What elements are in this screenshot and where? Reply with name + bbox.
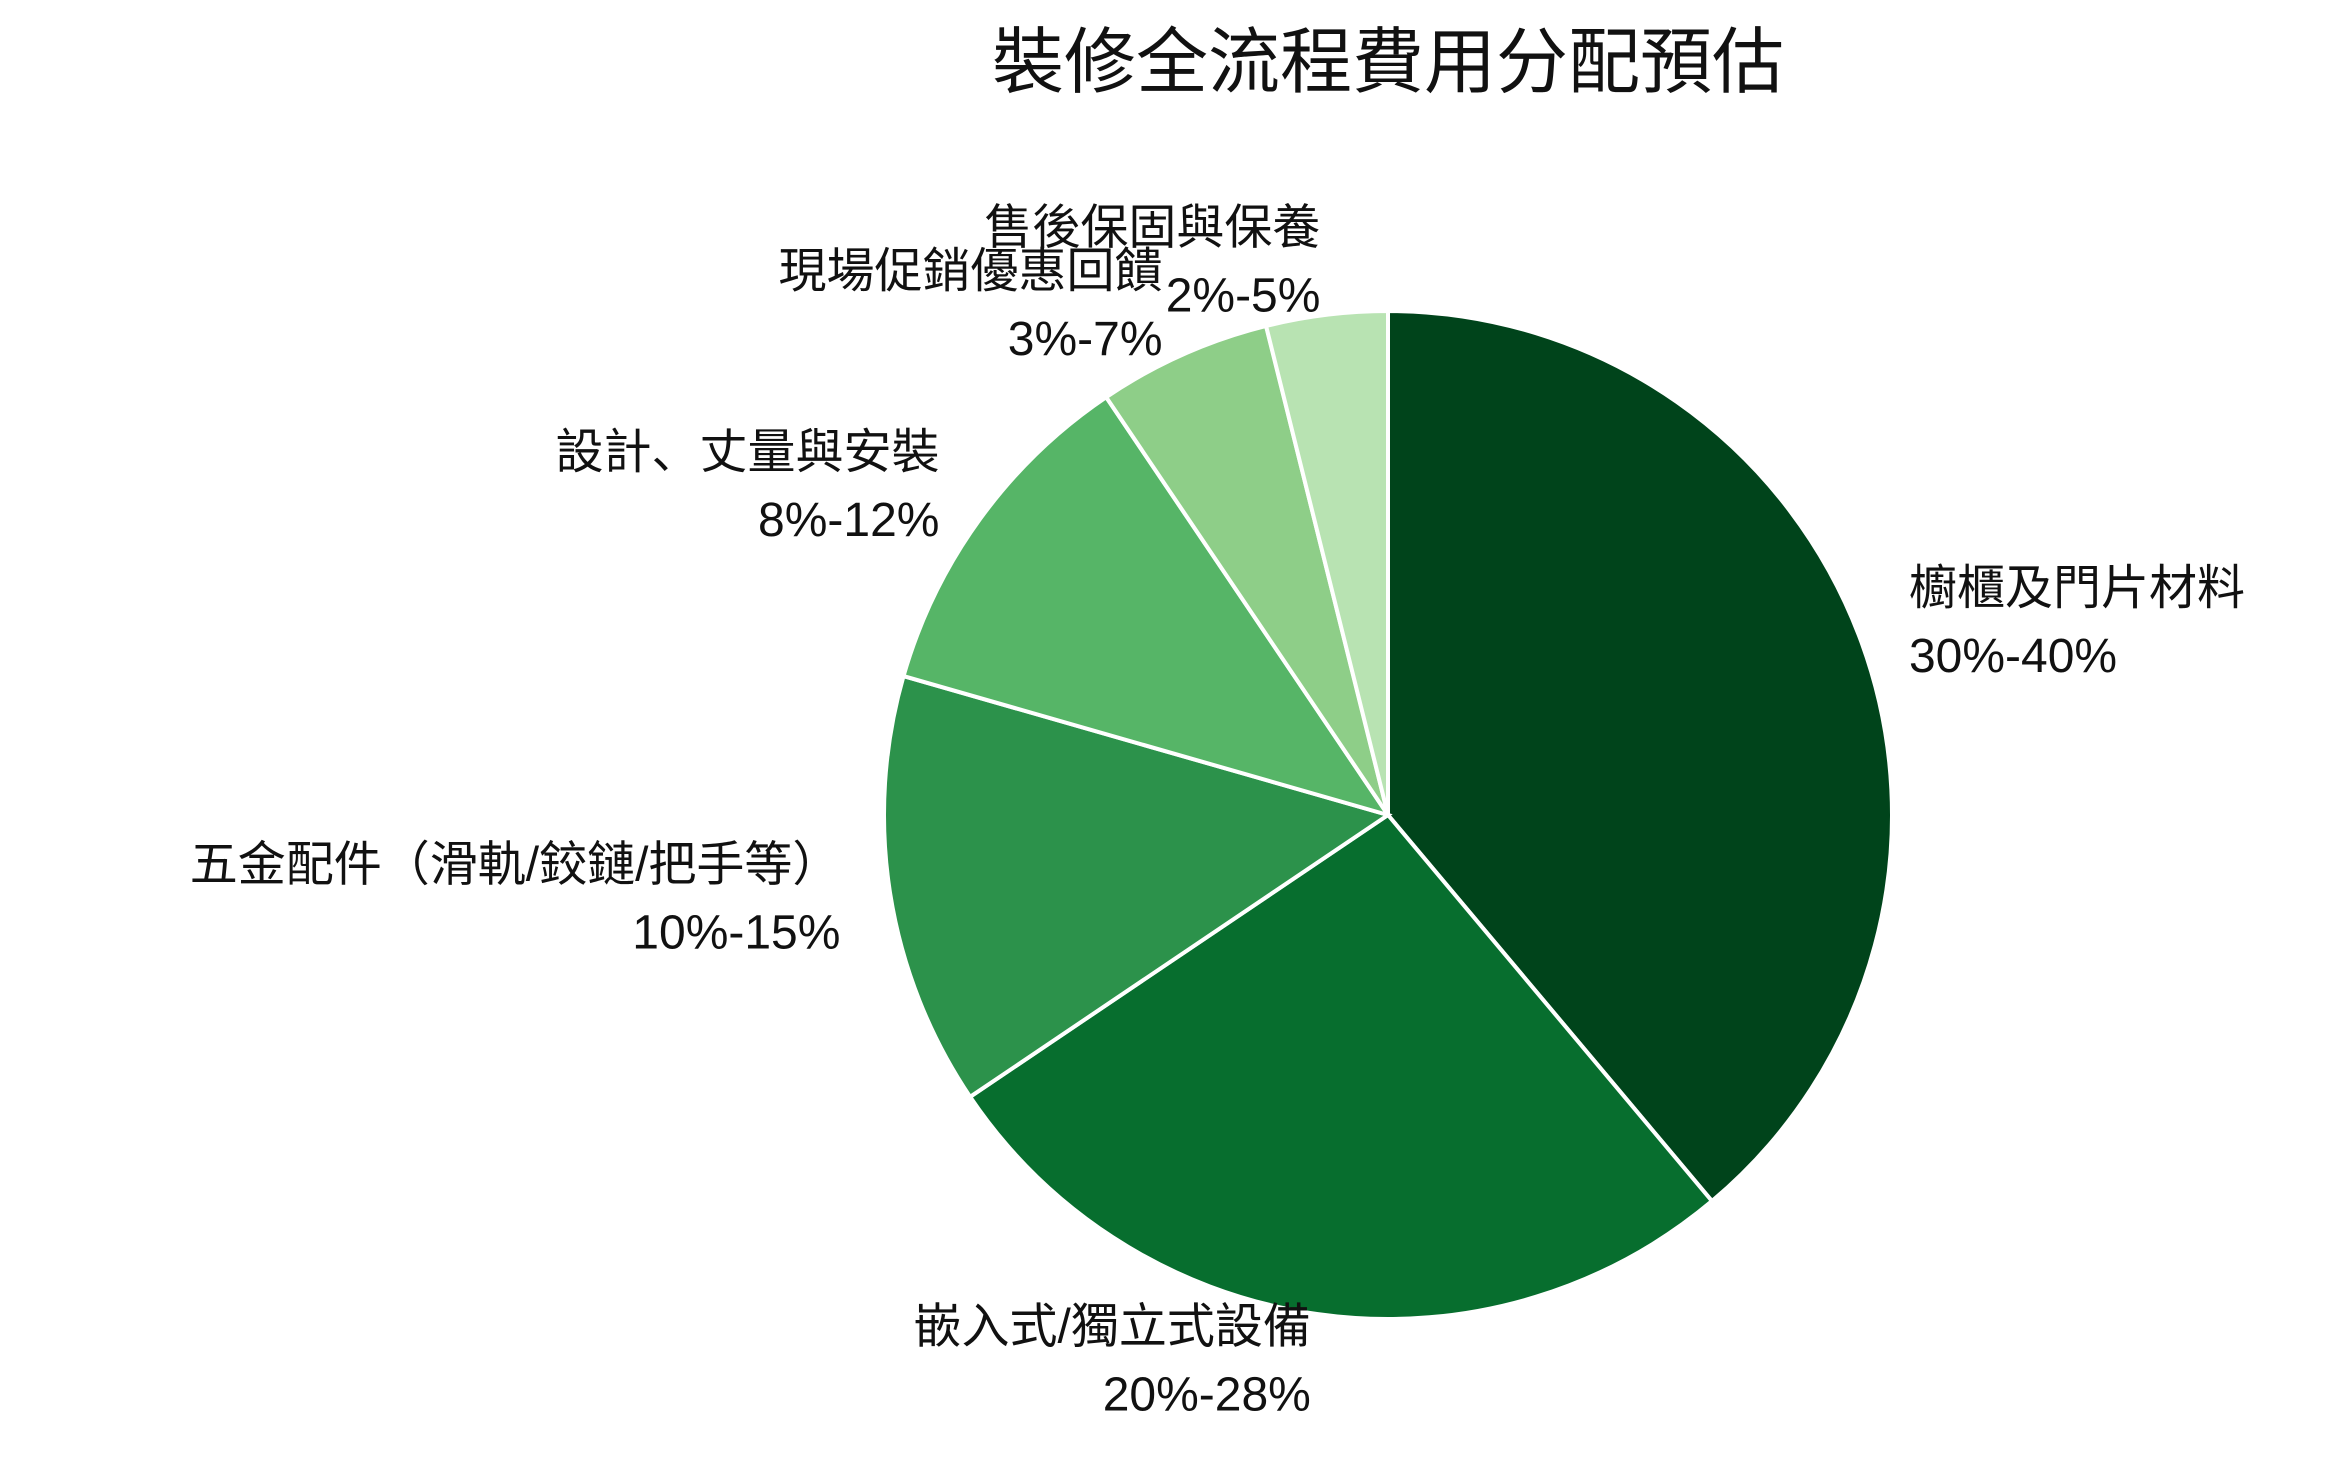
slice-label: 五金配件（滑軌/鉸鏈/把手等） [190, 838, 841, 891]
pie-slice [882, 673, 1393, 1100]
slice-range: 2%-5% [1166, 269, 1321, 322]
slice-label: 現場促銷優惠回饋 [778, 245, 1162, 298]
pie-slice [1103, 323, 1390, 817]
slice-label: 設計、丈量與安裝 [555, 426, 939, 479]
slice-range: 20%-28% [1103, 1369, 1311, 1422]
slice-label: 櫥櫃及門片材料 [1909, 562, 2245, 615]
pie-slice [1386, 308, 1894, 1204]
slice-label: 嵌入式/獨立式設備 [913, 1301, 1310, 1354]
slice-range: 3%-7% [1008, 313, 1163, 366]
chart-title: 裝修全流程費用分配預估 [992, 23, 1784, 103]
slice-label: 售後保固與保養 [984, 201, 1320, 254]
pie-slice [1263, 308, 1390, 816]
slice-range: 10%-15% [632, 906, 840, 959]
slice-range: 8%-12% [758, 494, 939, 547]
pie-slice [967, 812, 1715, 1321]
slice-range: 30%-40% [1909, 630, 2117, 683]
pie-slice [901, 394, 1393, 819]
